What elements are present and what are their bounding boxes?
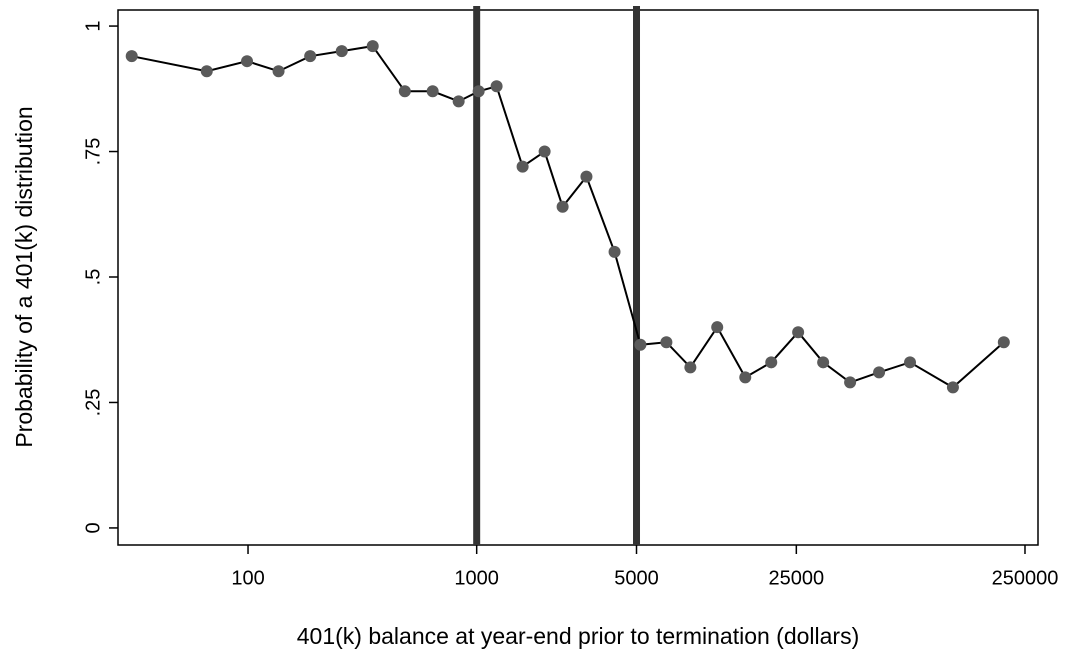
data-point bbox=[472, 85, 485, 98]
series-line bbox=[131, 45, 1005, 389]
data-point bbox=[739, 371, 752, 384]
data-point bbox=[904, 356, 917, 369]
data-point bbox=[608, 245, 621, 258]
x-tick-label: 5000 bbox=[614, 567, 659, 589]
data-point bbox=[398, 85, 411, 98]
x-tick-label: 1000 bbox=[454, 567, 499, 589]
data-point bbox=[241, 55, 254, 68]
data-point bbox=[873, 366, 886, 379]
data-point bbox=[660, 336, 673, 349]
data-point bbox=[272, 65, 285, 78]
plot-frame bbox=[117, 9, 1039, 546]
y-tick-label: 0 bbox=[82, 522, 104, 533]
data-point bbox=[335, 45, 348, 58]
data-point bbox=[304, 50, 317, 63]
y-tick-label: .75 bbox=[82, 138, 104, 166]
data-point bbox=[684, 361, 697, 374]
data-point bbox=[997, 336, 1010, 349]
data-point bbox=[538, 145, 551, 158]
data-point bbox=[125, 50, 138, 63]
data-point bbox=[556, 200, 569, 213]
y-tick-label: .5 bbox=[82, 269, 104, 286]
data-point bbox=[426, 85, 439, 98]
data-point bbox=[946, 381, 959, 394]
data-point bbox=[792, 326, 805, 339]
y-tick-label: .25 bbox=[82, 389, 104, 417]
data-point bbox=[634, 338, 647, 351]
data-point bbox=[516, 160, 529, 173]
data-point bbox=[580, 170, 593, 183]
data-point bbox=[490, 80, 503, 93]
data-point bbox=[711, 321, 724, 334]
data-point bbox=[200, 65, 213, 78]
data-point bbox=[844, 376, 857, 389]
data-point bbox=[765, 356, 778, 369]
data-point bbox=[452, 95, 465, 108]
data-point bbox=[366, 40, 379, 53]
x-tick-label: 100 bbox=[231, 567, 264, 589]
y-axis-title: Probability of a 401(k) distribution bbox=[11, 106, 37, 447]
x-tick-label: 250000 bbox=[992, 567, 1059, 589]
y-tick-label: 1 bbox=[82, 20, 104, 31]
data-point bbox=[817, 356, 830, 369]
x-axis-title: 401(k) balance at year-end prior to term… bbox=[297, 623, 860, 649]
x-tick-label: 25000 bbox=[769, 567, 825, 589]
